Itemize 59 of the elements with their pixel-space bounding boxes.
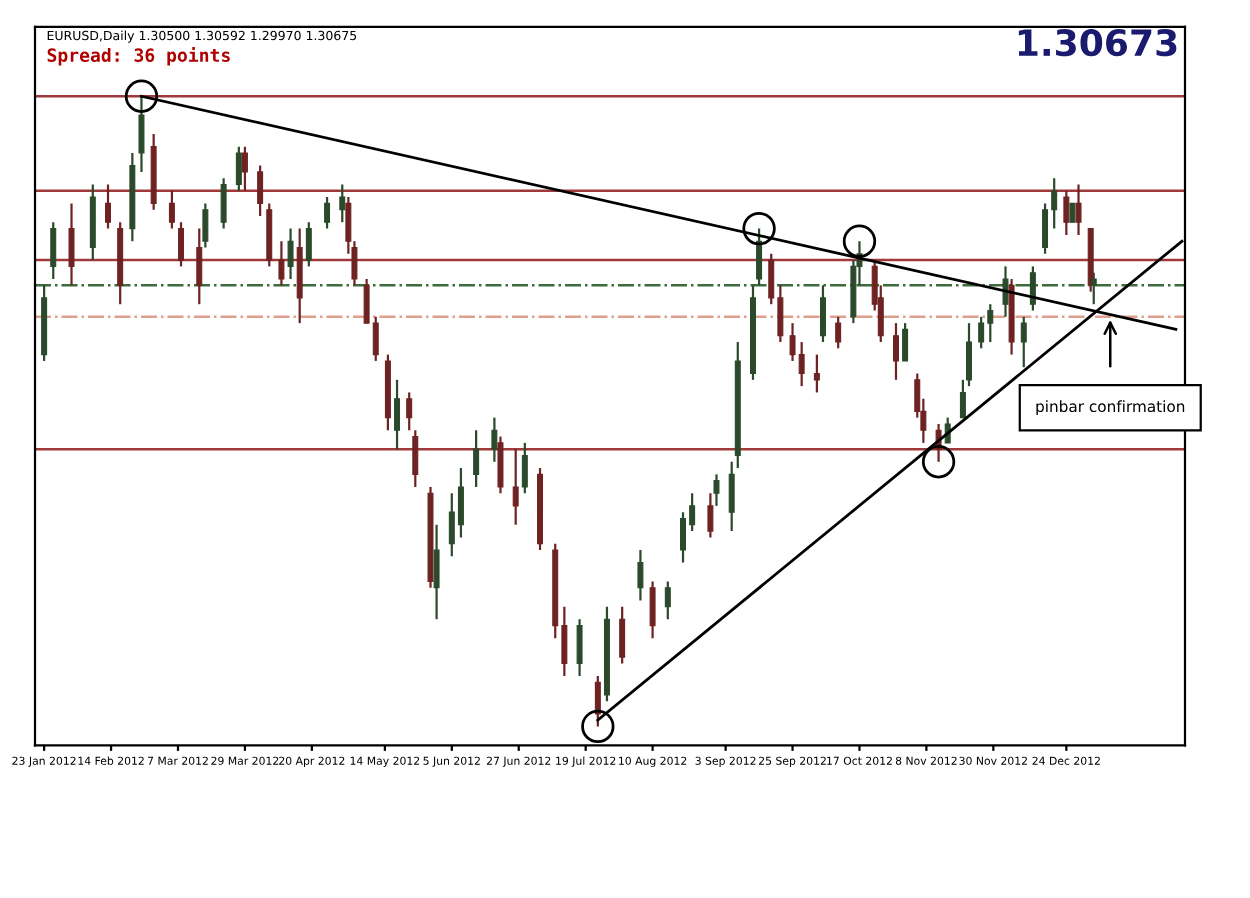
- candlestick: [680, 511, 687, 564]
- candlestick: [241, 145, 248, 192]
- candlestick: [339, 183, 346, 224]
- point: [742, 211, 776, 246]
- candlestick: [892, 322, 899, 381]
- candlestick: [50, 221, 57, 281]
- candlestick: [576, 618, 583, 678]
- candlestick: [105, 183, 112, 230]
- candlestick: [1063, 189, 1070, 237]
- candlestick: [68, 202, 75, 287]
- candlestick: [707, 492, 714, 539]
- candlestick: [278, 240, 285, 287]
- candlestick: [235, 145, 242, 192]
- candlestick: [457, 466, 464, 539]
- candlestick: [728, 460, 735, 533]
- candlestick: [305, 221, 312, 268]
- candlestick: [168, 189, 175, 230]
- candlestick: [819, 284, 826, 344]
- candlestick: [978, 315, 985, 350]
- candlestick: [1075, 183, 1082, 237]
- candlestick: [637, 548, 644, 602]
- text: 1.30673: [1018, 29, 1177, 57]
- candlestick: [835, 315, 842, 350]
- candlestick: [497, 435, 504, 495]
- candlestick: [664, 580, 671, 621]
- candlestick: [521, 441, 528, 495]
- candlestick: [1002, 265, 1009, 318]
- candlestick: [202, 202, 209, 249]
- chart-subtitle: Spread: 36 points: [47, 47, 230, 66]
- candlestick: [220, 177, 227, 230]
- point: [124, 79, 159, 113]
- candlestick: [406, 391, 413, 432]
- candlestick: [902, 322, 909, 363]
- candlestick: [813, 353, 820, 394]
- candlestick: [959, 378, 966, 419]
- candlestick: [412, 429, 419, 489]
- candlestick: [178, 221, 185, 268]
- candlestick: [196, 227, 203, 306]
- candlestick: [138, 95, 145, 173]
- candlestick: [1020, 315, 1027, 369]
- candlestick: [619, 605, 626, 665]
- candlestick: [394, 378, 401, 451]
- point: [581, 709, 615, 744]
- point: [921, 445, 956, 479]
- candlestick: [287, 227, 294, 281]
- candlestick: [1029, 265, 1036, 312]
- candlestick: [1069, 202, 1076, 224]
- candlestick: [966, 322, 972, 388]
- candlestick: [713, 473, 720, 507]
- candlestick: [491, 416, 498, 463]
- candlestick: [649, 580, 656, 640]
- candlestick: [756, 227, 763, 287]
- candlestick: [433, 523, 440, 621]
- candlestick: [324, 195, 331, 230]
- candlestick: [512, 448, 519, 526]
- candlestick: [594, 674, 601, 728]
- candlestick: [257, 164, 264, 218]
- point: [842, 224, 877, 258]
- candlestick: [473, 429, 480, 489]
